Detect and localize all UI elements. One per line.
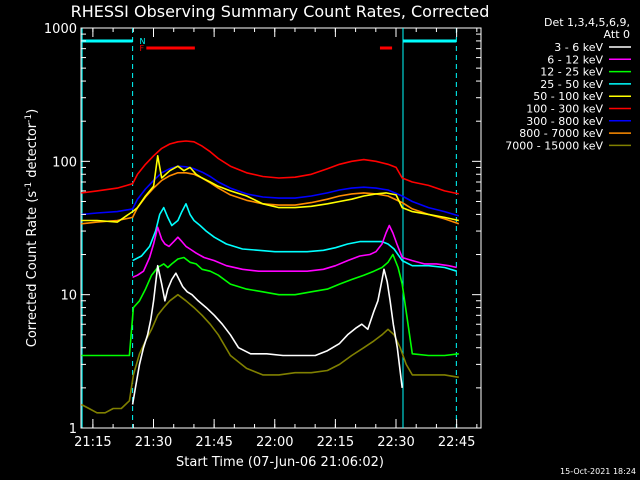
series-line-0 (131, 264, 403, 405)
axes-layer: 21:15 21:30 21:45 22:00 22:15 22:30 22:45 1 10 10… (44, 22, 481, 450)
series-line-3 (132, 203, 458, 272)
series-layer (80, 140, 460, 414)
series-line-4 (81, 155, 459, 223)
y-tick-label-2: 100 (52, 155, 77, 170)
x-tick-label-1: 21:30 (135, 435, 172, 450)
y-axis-label-mid: detector (25, 122, 40, 182)
orbit-markers: NF (81, 28, 457, 428)
x-tick-label-2: 21:45 (195, 435, 232, 450)
x-axis-label: Start Time (07-Jun-06 21:06:02) (176, 455, 384, 470)
legend-label-4: 50 - 100 keV (533, 90, 603, 103)
plot-frame (80, 27, 482, 429)
legend-label-8: 7000 - 15000 keV (505, 139, 603, 152)
y-axis-label-end: ) (25, 109, 40, 114)
flag-label-1: F (139, 44, 144, 53)
x-tick-label-0: 21:15 (74, 435, 111, 450)
y-tick-label-3: 1000 (44, 22, 77, 37)
generated-timestamp: 15-Oct-2021 18:24 (560, 467, 636, 476)
series-line-2 (81, 253, 459, 357)
legend-header-0: Det 1,3,4,5,6,9, (544, 16, 630, 29)
x-tick-label-3: 22:00 (256, 435, 293, 450)
series-line-6 (81, 165, 460, 217)
legend-header-1: Att 0 (604, 28, 630, 41)
legend-label-1: 6 - 12 keV (547, 53, 603, 66)
legend-label-5: 100 - 300 keV (526, 103, 603, 116)
legend-label-6: 300 - 800 keV (526, 115, 603, 128)
y-axis-label: Corrected Count Rate (s-1 detector-1) (24, 109, 40, 347)
legend-label-7: 800 - 7000 keV (519, 127, 603, 140)
flag-label-0: N (139, 37, 145, 46)
legend-label-3: 25 - 50 keV (540, 78, 603, 91)
x-tick-label-5: 22:30 (377, 435, 414, 450)
y-tick-label-1: 10 (60, 289, 77, 304)
legend-label-0: 3 - 6 keV (554, 41, 603, 54)
chart-title: RHESSI Observing Summary Count Rates, Co… (71, 2, 490, 21)
y-axis-label-sup1: -1 (24, 182, 34, 191)
y-tick-label-0: 1 (69, 422, 77, 437)
x-tick-label-6: 22:45 (438, 435, 475, 450)
legend-label-2: 12 - 25 keV (540, 66, 603, 79)
y-axis-label-main: Corrected Count Rate (s (25, 191, 40, 348)
series-line-1 (132, 224, 457, 279)
y-axis-label-sup2: -1 (24, 114, 34, 123)
series-line-5 (81, 140, 459, 195)
x-tick-label-4: 22:15 (317, 435, 354, 450)
series-line-8 (80, 293, 459, 414)
